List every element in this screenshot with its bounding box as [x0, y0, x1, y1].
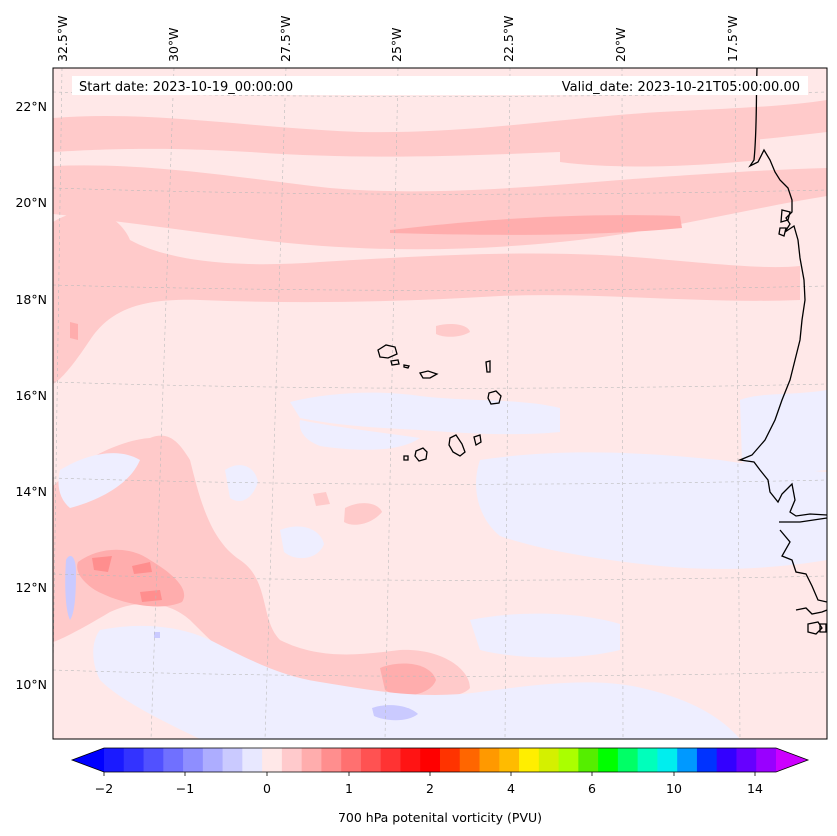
colorbar-cell [163, 748, 184, 772]
colorbar-tick-label: 10 [666, 781, 682, 796]
colorbar-cell [519, 748, 540, 772]
lat-tick-label: 22°N [15, 99, 47, 114]
valid-date-label: Valid_date: 2023-10-21T05:00:00.00 [562, 80, 800, 95]
colorbar-tick-label: −1 [176, 781, 194, 796]
lat-tick-label: 12°N [15, 580, 47, 595]
colorbar-cell [617, 748, 639, 772]
colorbar-under-arrow [72, 748, 104, 772]
colorbar-cell [499, 748, 520, 772]
colorbar-cell [657, 748, 678, 772]
colorbar-tick-label: 14 [747, 781, 763, 796]
colorbar-cell [716, 748, 738, 772]
colorbar-cell [380, 748, 402, 772]
colorbar-title: 700 hPa potenital vorticity (PVU) [338, 810, 542, 825]
colorbar-cell [242, 748, 263, 772]
colorbar-tick-label: 0 [263, 781, 271, 796]
colorbar-cell [598, 748, 619, 772]
colorbar-cell [736, 748, 757, 772]
date-info-box [72, 76, 808, 95]
colorbar-cell [281, 748, 303, 772]
colorbar-cell [459, 748, 481, 772]
colorbar-ticks [103, 772, 756, 776]
colorbar-cell [637, 748, 659, 772]
colorbar-cell [183, 748, 204, 772]
colorbar-cell [677, 748, 698, 772]
colorbar-cell [123, 748, 145, 772]
colorbar-tick-label: 6 [588, 781, 596, 796]
date-info-bar: Start date: 2023-10-19_00:00:00 Valid_da… [72, 76, 808, 95]
colorbar-cell [301, 748, 323, 772]
colorbar-tick-label: 4 [507, 781, 515, 796]
colorbar-cells [104, 748, 777, 772]
colorbar-cell [222, 748, 243, 772]
lat-tick-label: 10°N [15, 677, 47, 692]
lon-tick-label: 32.5°W [55, 16, 70, 62]
lat-tick-label: 20°N [15, 195, 47, 210]
colorbar-cell [420, 748, 441, 772]
colorbar-cell [578, 748, 599, 772]
colorbar-over-arrow [776, 748, 808, 772]
lon-tick-label: 30°W [166, 27, 181, 62]
longitude-axis: 32.5°W 30°W 27.5°W 25°W 22.5°W 20°W 17.5… [55, 16, 740, 62]
pv-contours-positive [53, 100, 827, 698]
colorbar-cell [341, 748, 362, 772]
map-frame [52, 67, 828, 740]
colorbar-cell [360, 748, 382, 772]
lat-tick-label: 16°N [15, 388, 47, 403]
colorbar-cell [558, 748, 579, 772]
colorbar: −2 −1 0 1 2 4 6 10 14 700 hPa potenital … [70, 747, 810, 825]
colorbar-cell [143, 748, 164, 772]
lon-tick-label: 22.5°W [501, 16, 516, 62]
colorbar-cell [202, 748, 224, 772]
lon-tick-label: 27.5°W [278, 16, 293, 62]
colorbar-cell [756, 748, 777, 772]
lon-tick-label: 17.5°W [725, 16, 740, 62]
pv-contours-negative [58, 390, 827, 739]
colorbar-cell [104, 748, 125, 772]
cabo-verde-islands [377, 344, 502, 462]
colorbar-cell [440, 748, 461, 772]
colorbar-cell [262, 748, 283, 772]
latitude-axis: 22°N 20°N 18°N 16°N 14°N 12°N 10°N [15, 99, 47, 692]
map-panel: Start date: 2023-10-19_00:00:00 Valid_da… [53, 68, 827, 739]
colorbar-cell [321, 748, 342, 772]
lon-tick-label: 20°W [613, 27, 628, 62]
graticule [53, 68, 827, 739]
colorbar-cell [479, 748, 500, 772]
start-date-label: Start date: 2023-10-19_00:00:00 [79, 80, 293, 95]
lat-tick-label: 18°N [15, 292, 47, 307]
lon-tick-label: 25°W [389, 27, 404, 62]
africa-coastline [737, 68, 827, 635]
colorbar-tick-label: 2 [426, 781, 434, 796]
colorbar-tick-label: −2 [95, 781, 113, 796]
colorbar-cell [538, 748, 560, 772]
colorbar-tick-label: 1 [345, 781, 353, 796]
lat-tick-label: 14°N [15, 484, 47, 499]
colorbar-cell [696, 748, 718, 772]
colorbar-cell [400, 748, 421, 772]
